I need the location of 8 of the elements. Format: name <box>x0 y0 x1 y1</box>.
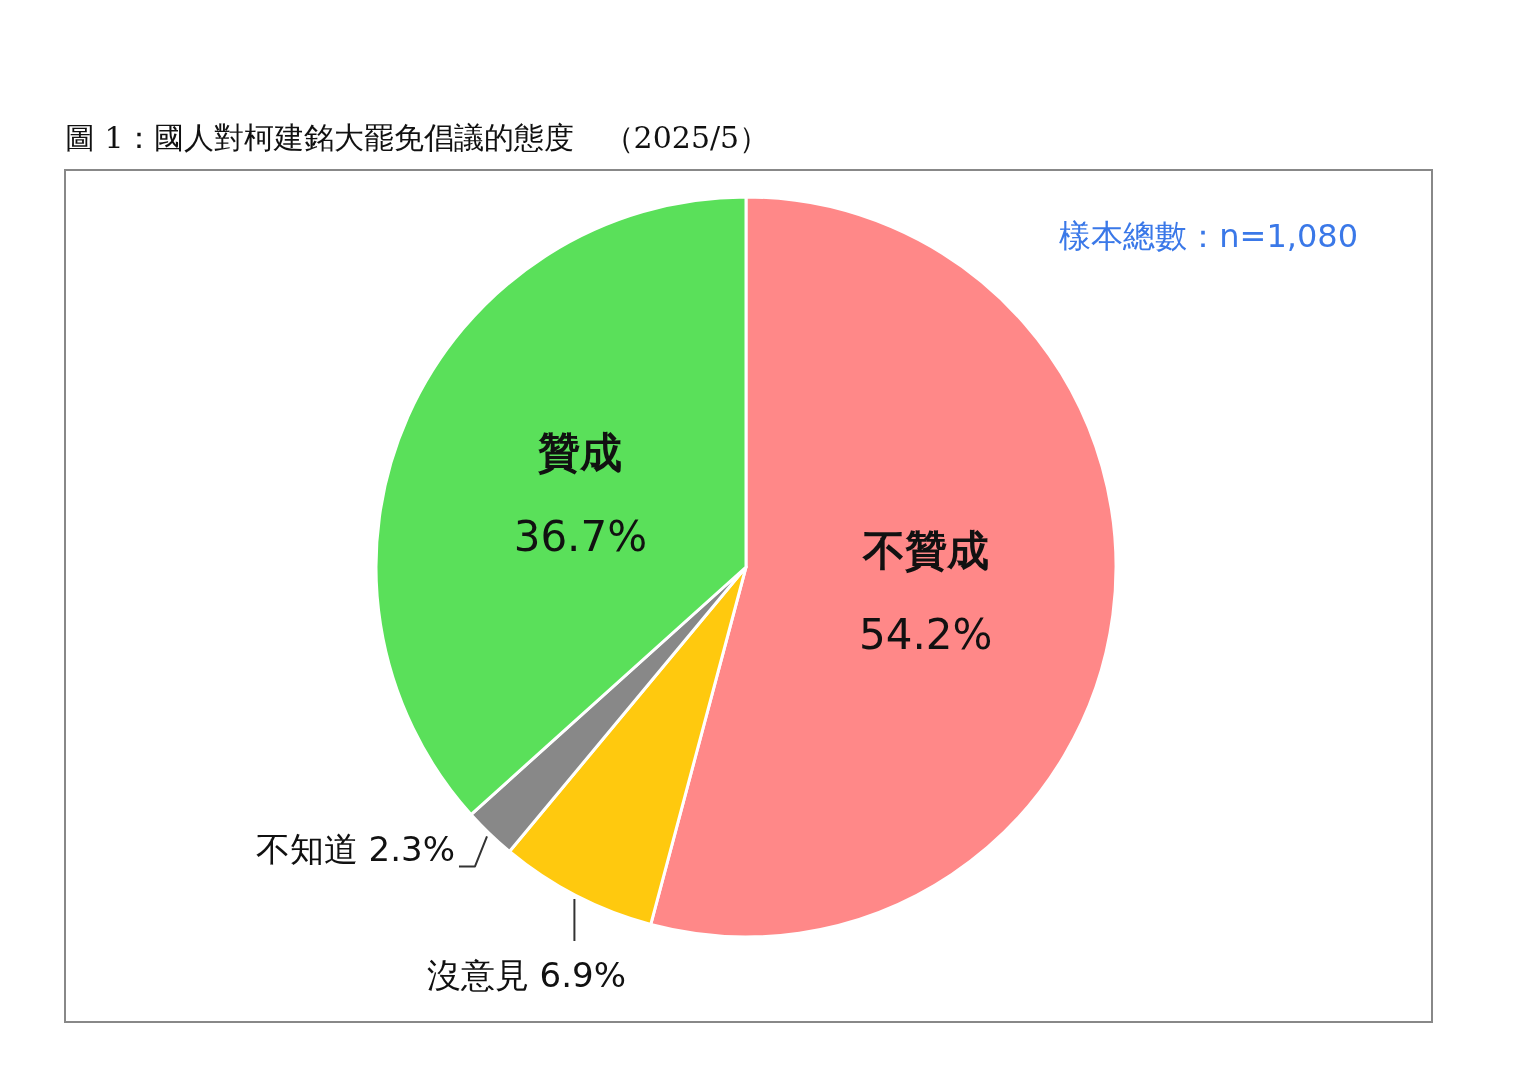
data-label: 36.7% <box>513 512 648 562</box>
slice-label: 不贊成 <box>861 525 989 575</box>
slice-label: 不知道 2.3% <box>255 829 455 870</box>
chart-title: 圖 1：國人對柯建銘大罷免倡議的態度 （2025/5） <box>65 120 770 155</box>
text: 樣本總數：n=1,080 <box>1059 217 1358 255</box>
slice-label: 沒意見 6.9% <box>426 954 627 995</box>
slice-label: 贊成 <box>538 428 623 478</box>
data-label: 54.2% <box>859 609 993 659</box>
